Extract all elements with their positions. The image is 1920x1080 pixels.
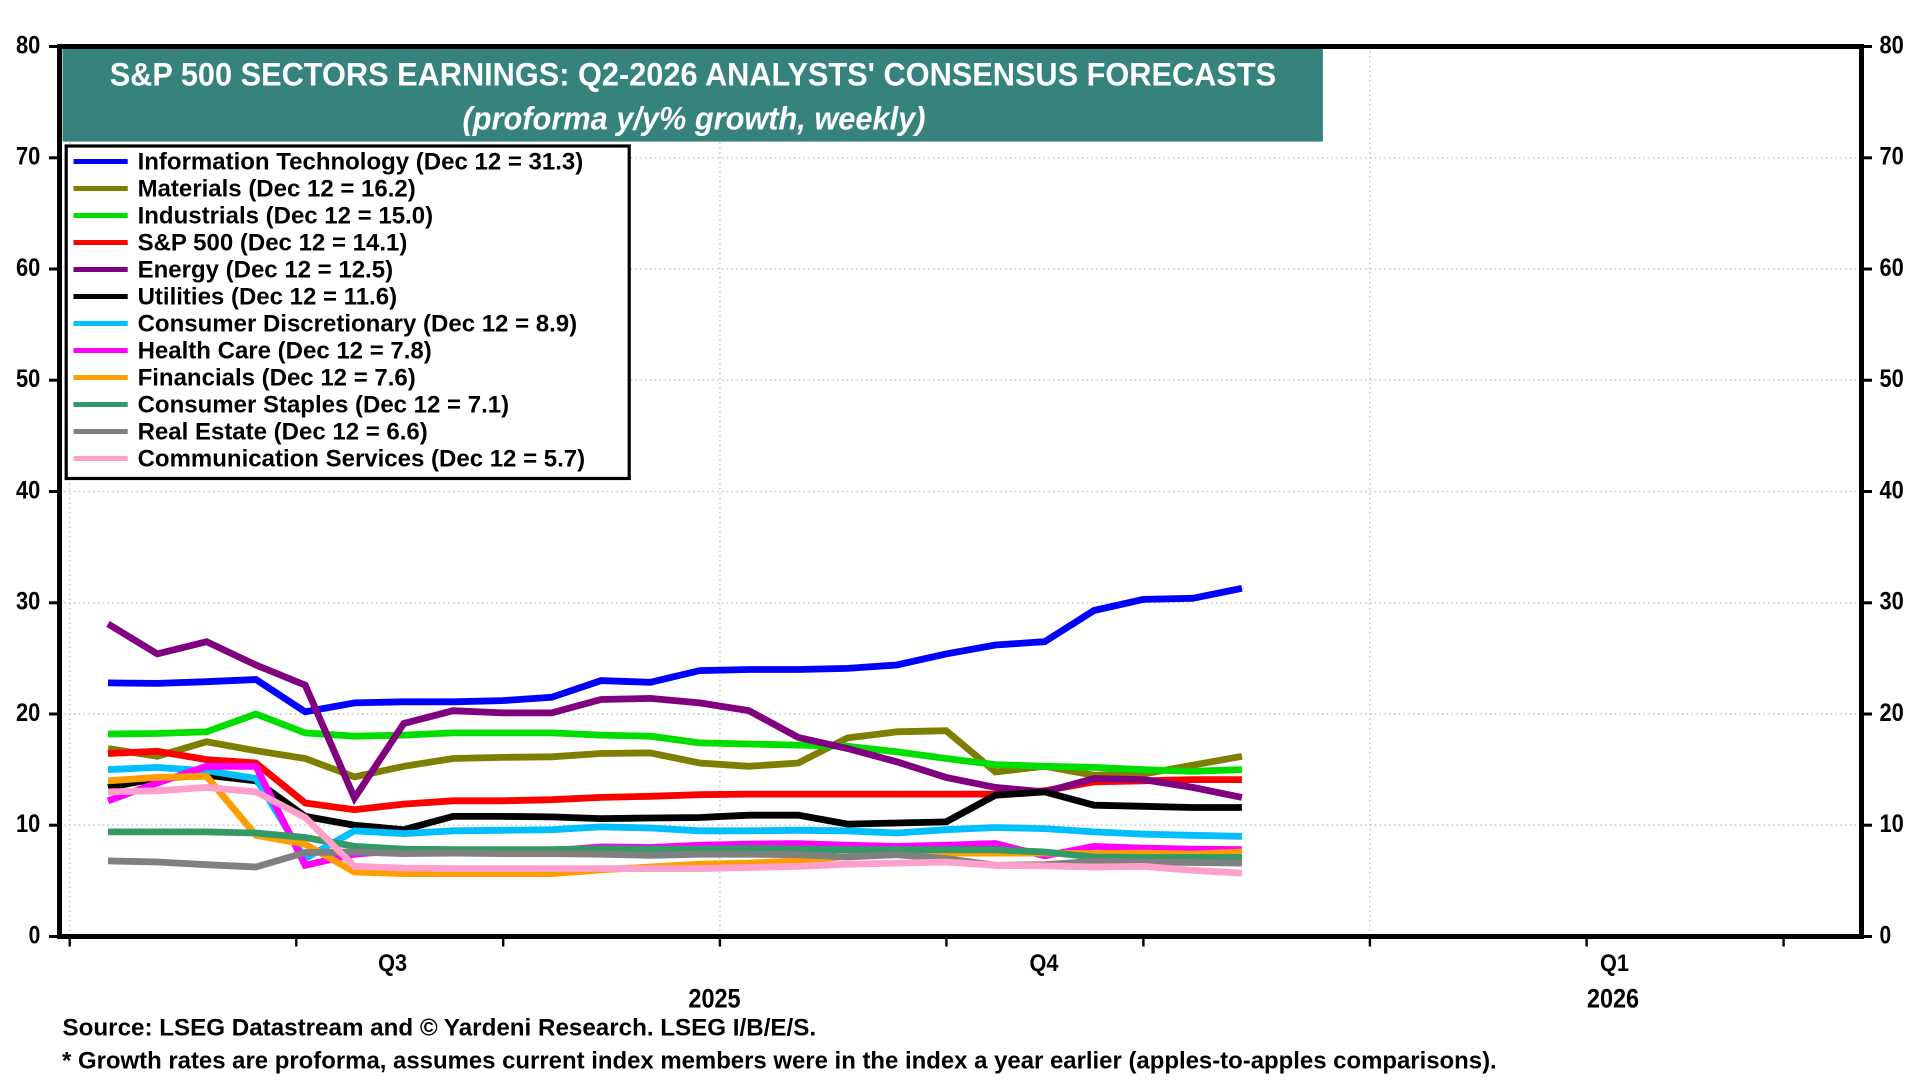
svg-text:Utilities (Dec 12 = 11.6): Utilities (Dec 12 = 11.6) bbox=[138, 284, 397, 311]
svg-text:60: 60 bbox=[1880, 255, 1904, 282]
svg-text:40: 40 bbox=[16, 477, 40, 504]
svg-text:50: 50 bbox=[16, 366, 40, 393]
svg-text:0: 0 bbox=[29, 922, 41, 949]
svg-text:Energy (Dec 12 = 12.5): Energy (Dec 12 = 12.5) bbox=[138, 257, 393, 284]
svg-text:10: 10 bbox=[16, 811, 40, 838]
svg-text:2026: 2026 bbox=[1587, 984, 1639, 1014]
svg-text:80: 80 bbox=[1880, 32, 1904, 59]
svg-text:* Growth rates are proforma, a: * Growth rates are proforma, assumes cur… bbox=[62, 1047, 1497, 1074]
svg-text:20: 20 bbox=[1880, 700, 1904, 727]
svg-text:Q4: Q4 bbox=[1030, 951, 1060, 977]
svg-text:Q1: Q1 bbox=[1600, 951, 1629, 977]
svg-text:50: 50 bbox=[1880, 366, 1904, 393]
svg-text:Real Estate (Dec 12 = 6.6): Real Estate (Dec 12 = 6.6) bbox=[138, 419, 428, 446]
svg-text:40: 40 bbox=[1880, 477, 1904, 504]
svg-text:Financials (Dec 12 = 7.6): Financials (Dec 12 = 7.6) bbox=[138, 365, 416, 392]
svg-text:2025: 2025 bbox=[688, 984, 740, 1014]
svg-text:60: 60 bbox=[16, 255, 40, 282]
svg-text:Source: LSEG Datastream and ©: Source: LSEG Datastream and © Yardeni Re… bbox=[63, 1015, 817, 1042]
svg-text:S&P 500 SECTORS EARNINGS: Q2-2: S&P 500 SECTORS EARNINGS: Q2-2026 ANALYS… bbox=[110, 56, 1276, 93]
svg-text:20: 20 bbox=[16, 700, 40, 727]
svg-text:Industrials (Dec 12 = 15.0): Industrials (Dec 12 = 15.0) bbox=[138, 203, 433, 230]
svg-text:10: 10 bbox=[1880, 811, 1904, 838]
svg-text:30: 30 bbox=[16, 589, 40, 616]
svg-text:30: 30 bbox=[1880, 589, 1904, 616]
svg-text:S&P 500 (Dec 12 = 14.1): S&P 500 (Dec 12 = 14.1) bbox=[138, 230, 408, 257]
svg-text:Health Care (Dec 12 = 7.8): Health Care (Dec 12 = 7.8) bbox=[138, 338, 432, 365]
svg-text:Materials (Dec 12 = 16.2): Materials (Dec 12 = 16.2) bbox=[138, 176, 416, 203]
svg-text:(proforma y/y% growth, weekly): (proforma y/y% growth, weekly) bbox=[463, 100, 926, 137]
svg-text:70: 70 bbox=[16, 144, 40, 171]
svg-text:70: 70 bbox=[1880, 144, 1904, 171]
svg-text:Q3: Q3 bbox=[378, 951, 407, 977]
svg-text:0: 0 bbox=[1880, 922, 1892, 949]
svg-text:Information Technology (Dec 12: Information Technology (Dec 12 = 31.3) bbox=[138, 149, 584, 176]
svg-text:80: 80 bbox=[16, 32, 40, 59]
svg-text:Consumer Discretionary (Dec 12: Consumer Discretionary (Dec 12 = 8.9) bbox=[138, 311, 578, 338]
svg-text:Consumer Staples (Dec 12 = 7.1: Consumer Staples (Dec 12 = 7.1) bbox=[138, 392, 509, 419]
svg-text:Communication Services (Dec 12: Communication Services (Dec 12 = 5.7) bbox=[138, 446, 586, 473]
